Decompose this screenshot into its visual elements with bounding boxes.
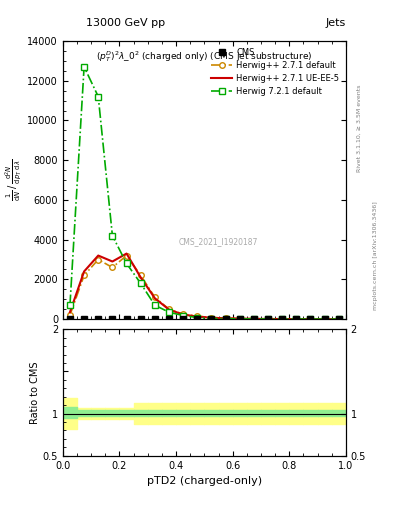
CMS (82, 316, 86, 322)
Herwig++ 2.7.1 UE-EE-5 (252, 316, 256, 322)
Herwig++ 2.7.1 UE-EE-5 (138, 274, 143, 281)
Herwig 7.2.1 default (124, 261, 129, 267)
Herwig 7.2.1 default (209, 315, 214, 322)
CMS (181, 316, 185, 322)
Herwig 7.2.1 default (252, 316, 256, 322)
Herwig++ 2.7.1 UE-EE-5 (110, 259, 115, 265)
Herwig++ 2.7.1 default (152, 294, 157, 301)
CMS (68, 316, 72, 322)
Herwig 7.2.1 default (152, 302, 157, 308)
Herwig 7.2.1 default (181, 312, 185, 318)
Herwig++ 2.7.1 default (138, 272, 143, 279)
Herwig++ 2.7.1 UE-EE-5 (82, 268, 86, 274)
CMS (280, 316, 285, 322)
Herwig 7.2.1 default (223, 316, 228, 322)
Herwig 7.2.1 default (322, 316, 327, 322)
Line: Herwig++ 2.7.1 default: Herwig++ 2.7.1 default (67, 253, 342, 322)
CMS (322, 316, 327, 322)
Herwig++ 2.7.1 default (181, 311, 185, 317)
CMS (152, 316, 157, 322)
Herwig 7.2.1 default (308, 316, 313, 322)
Herwig 7.2.1 default (195, 314, 200, 321)
X-axis label: pTD2 (charged-only): pTD2 (charged-only) (147, 476, 262, 486)
Herwig 7.2.1 default (96, 94, 101, 100)
CMS (110, 316, 115, 322)
Herwig 7.2.1 default (280, 316, 285, 322)
Herwig 7.2.1 default (138, 280, 143, 286)
Herwig++ 2.7.1 default (167, 306, 171, 312)
Herwig++ 2.7.1 default (294, 316, 299, 322)
Herwig++ 2.7.1 default (336, 316, 341, 322)
Herwig++ 2.7.1 default (322, 316, 327, 322)
Herwig 7.2.1 default (294, 316, 299, 322)
CMS (237, 316, 242, 322)
Text: Jets: Jets (325, 18, 346, 28)
Herwig++ 2.7.1 UE-EE-5 (223, 315, 228, 322)
Herwig++ 2.7.1 default (308, 316, 313, 322)
CMS (195, 316, 200, 322)
Herwig 7.2.1 default (82, 63, 86, 70)
Herwig++ 2.7.1 default (195, 313, 200, 319)
Herwig++ 2.7.1 UE-EE-5 (266, 316, 270, 322)
CMS (294, 316, 299, 322)
Herwig++ 2.7.1 default (280, 316, 285, 322)
Text: $(p_T^D)^2\lambda\_0^2$ (charged only) (CMS jet substructure): $(p_T^D)^2\lambda\_0^2$ (charged only) (… (96, 49, 312, 64)
Herwig++ 2.7.1 default (223, 315, 228, 321)
Herwig 7.2.1 default (167, 309, 171, 315)
Herwig++ 2.7.1 default (68, 312, 72, 318)
Herwig++ 2.7.1 UE-EE-5 (96, 252, 101, 259)
Herwig++ 2.7.1 default (96, 257, 101, 263)
Herwig++ 2.7.1 default (110, 264, 115, 270)
CMS (209, 316, 214, 322)
CMS (308, 316, 313, 322)
Herwig++ 2.7.1 default (237, 315, 242, 322)
Herwig++ 2.7.1 default (209, 314, 214, 321)
Herwig++ 2.7.1 UE-EE-5 (68, 309, 72, 315)
Text: 13000 GeV pp: 13000 GeV pp (86, 18, 165, 28)
Herwig 7.2.1 default (237, 316, 242, 322)
Herwig++ 2.7.1 UE-EE-5 (195, 313, 200, 319)
CMS (124, 316, 129, 322)
Herwig++ 2.7.1 UE-EE-5 (237, 315, 242, 322)
Legend: CMS, Herwig++ 2.7.1 default, Herwig++ 2.7.1 UE-EE-5, Herwig 7.2.1 default: CMS, Herwig++ 2.7.1 default, Herwig++ 2.… (209, 45, 342, 99)
Line: Herwig++ 2.7.1 UE-EE-5: Herwig++ 2.7.1 UE-EE-5 (70, 253, 339, 319)
Herwig++ 2.7.1 default (266, 316, 270, 322)
Herwig++ 2.7.1 UE-EE-5 (308, 316, 313, 322)
CMS (138, 316, 143, 322)
CMS (252, 316, 256, 322)
Herwig++ 2.7.1 UE-EE-5 (294, 316, 299, 322)
Herwig 7.2.1 default (336, 316, 341, 322)
Herwig++ 2.7.1 UE-EE-5 (280, 316, 285, 322)
Herwig++ 2.7.1 default (82, 272, 86, 279)
Herwig++ 2.7.1 UE-EE-5 (322, 316, 327, 322)
Herwig++ 2.7.1 default (252, 316, 256, 322)
Herwig 7.2.1 default (266, 316, 270, 322)
CMS (167, 316, 171, 322)
Y-axis label: Ratio to CMS: Ratio to CMS (30, 361, 40, 424)
CMS (96, 316, 101, 322)
Herwig++ 2.7.1 UE-EE-5 (181, 311, 185, 317)
Line: CMS: CMS (67, 316, 342, 322)
Herwig++ 2.7.1 UE-EE-5 (209, 315, 214, 321)
Text: CMS_2021_I1920187: CMS_2021_I1920187 (179, 237, 258, 246)
Herwig 7.2.1 default (68, 302, 72, 308)
Herwig++ 2.7.1 UE-EE-5 (167, 307, 171, 313)
CMS (266, 316, 270, 322)
Herwig 7.2.1 default (110, 232, 115, 239)
Herwig++ 2.7.1 default (124, 252, 129, 259)
Herwig++ 2.7.1 UE-EE-5 (336, 316, 341, 322)
Line: Herwig 7.2.1 default: Herwig 7.2.1 default (67, 64, 342, 322)
CMS (223, 316, 228, 322)
CMS (336, 316, 341, 322)
Herwig++ 2.7.1 UE-EE-5 (124, 250, 129, 257)
Y-axis label: $\frac{1}{\mathrm{d}N}\,/\,\frac{\mathrm{d}^2N}{\mathrm{d}\,p_T\,\mathrm{d}\,\la: $\frac{1}{\mathrm{d}N}\,/\,\frac{\mathrm… (4, 159, 24, 201)
Herwig++ 2.7.1 UE-EE-5 (152, 295, 157, 302)
Text: Rivet 3.1.10, ≥ 3.5M events: Rivet 3.1.10, ≥ 3.5M events (357, 84, 362, 172)
Text: mcplots.cern.ch [arXiv:1306.3436]: mcplots.cern.ch [arXiv:1306.3436] (373, 202, 378, 310)
